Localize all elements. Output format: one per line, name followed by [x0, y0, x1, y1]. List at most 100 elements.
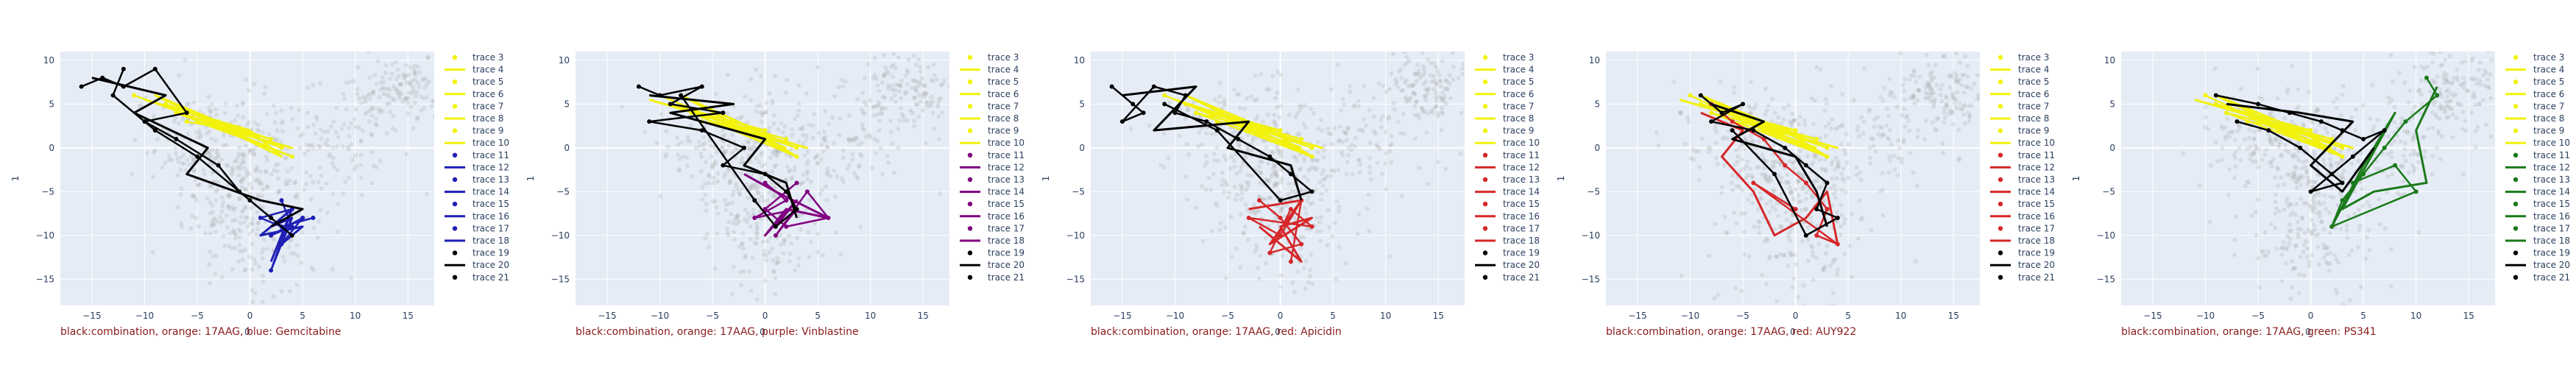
legend-entry-label: trace 18	[1503, 236, 1540, 246]
legend-marker-swatch	[2513, 79, 2519, 85]
legend-marker-swatch	[452, 177, 458, 183]
background-point	[2421, 155, 2427, 160]
background-point	[330, 155, 336, 160]
background-point	[1789, 120, 1794, 125]
x-tick-label: 0	[2308, 311, 2314, 321]
background-point	[1833, 188, 1839, 193]
background-point	[1796, 295, 1801, 300]
background-point	[1447, 81, 1452, 86]
background-point	[1267, 195, 1273, 200]
background-point	[2307, 203, 2313, 208]
background-point	[2333, 287, 2338, 292]
background-point	[1930, 69, 1935, 74]
background-point	[1805, 154, 1811, 159]
background-point	[172, 116, 177, 121]
background-point	[1749, 192, 1754, 197]
background-point	[2283, 305, 2287, 309]
background-point	[2279, 279, 2285, 284]
background-point	[1686, 119, 1691, 124]
background-point	[1741, 229, 1747, 234]
legend-marker-swatch	[1482, 202, 1488, 207]
background-point	[1961, 91, 1967, 96]
legend-entry-label: trace 15	[473, 199, 509, 209]
background-point	[729, 211, 734, 216]
background-point	[1787, 119, 1792, 124]
x-tick-label: −5	[1221, 311, 1234, 321]
background-point	[2294, 185, 2299, 191]
background-point	[1461, 62, 1465, 67]
background-point	[411, 67, 417, 72]
background-point	[198, 134, 203, 139]
background-point	[1734, 221, 1739, 226]
background-point	[318, 208, 323, 213]
background-point	[1183, 174, 1188, 180]
background-point	[1237, 142, 1242, 147]
background-point	[352, 167, 357, 172]
legend-entry-label: trace 13	[473, 174, 509, 185]
legend-marker-swatch	[2513, 226, 2519, 231]
background-point	[731, 264, 736, 269]
background-point	[1812, 98, 1817, 103]
legend-entry-label: trace 13	[2018, 174, 2055, 185]
background-point	[2416, 88, 2421, 93]
background-point	[422, 105, 427, 110]
background-point	[181, 152, 186, 158]
background-point	[2252, 129, 2257, 134]
y-tick-label: 5	[1079, 99, 1085, 109]
y-tick-label: 5	[49, 99, 54, 109]
background-point	[1348, 89, 1353, 94]
background-point	[1393, 77, 1398, 82]
legend-entry-label: trace 14	[2533, 187, 2570, 197]
background-point	[1790, 285, 1795, 290]
background-point	[196, 183, 201, 188]
background-point	[1914, 79, 1919, 85]
background-point	[1273, 216, 1278, 221]
background-point	[770, 101, 775, 106]
background-point	[719, 145, 724, 150]
background-point	[210, 223, 216, 228]
legend-marker-swatch	[1482, 104, 1488, 109]
plot-contents	[2181, 52, 2494, 309]
background-point	[702, 141, 707, 146]
background-point	[1967, 113, 1972, 118]
background-point	[205, 196, 210, 201]
background-point	[225, 194, 230, 199]
background-point	[1773, 207, 1778, 212]
background-point	[767, 125, 772, 130]
background-point	[850, 138, 855, 143]
background-point	[280, 129, 286, 134]
background-point	[745, 120, 750, 125]
background-point	[400, 42, 404, 46]
background-point	[1763, 172, 1768, 177]
background-point	[899, 96, 904, 101]
background-point	[1440, 90, 1446, 95]
legend-entry-label: trace 3	[2533, 52, 2564, 63]
background-point	[260, 256, 265, 261]
background-point	[1423, 98, 1429, 103]
background-point	[1829, 185, 1834, 191]
background-point	[2445, 79, 2450, 84]
background-point	[1770, 188, 1775, 193]
background-point	[1328, 174, 1334, 179]
background-point	[738, 269, 743, 275]
background-point	[1301, 266, 1306, 271]
background-point	[735, 213, 740, 218]
background-point	[374, 82, 379, 87]
background-point	[2443, 77, 2448, 82]
background-point	[409, 79, 414, 84]
background-point	[1841, 221, 1847, 226]
background-point	[1314, 216, 1319, 221]
background-point	[1399, 75, 1404, 80]
background-point	[1801, 283, 1806, 289]
background-point	[1273, 169, 1278, 174]
background-point	[2234, 214, 2239, 219]
background-point	[1468, 63, 1473, 68]
background-point	[1261, 138, 1266, 144]
background-point	[406, 72, 411, 77]
background-point	[2318, 213, 2323, 219]
background-point	[1763, 86, 1768, 91]
background-point	[247, 182, 252, 187]
background-point	[2310, 228, 2315, 233]
background-point	[812, 111, 817, 116]
background-point	[1790, 160, 1795, 166]
